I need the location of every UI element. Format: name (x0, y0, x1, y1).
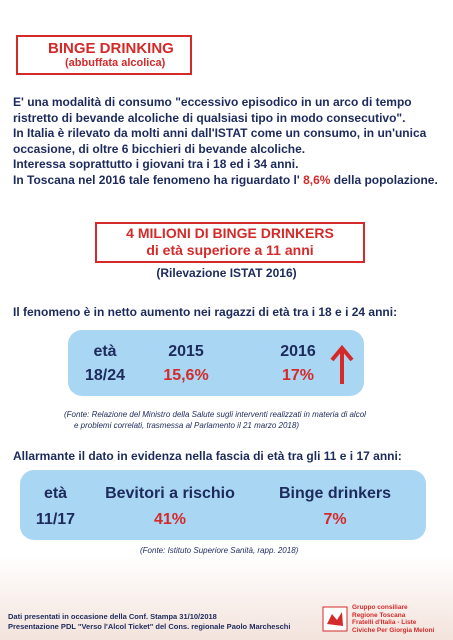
footer-line: Presentazione PDL "Verso l'Alcol Ticket"… (8, 622, 291, 631)
sentence: Interessa soprattutto i giovani tra i 18… (13, 157, 299, 171)
cell: età (43, 485, 68, 502)
cell: 11/17 (35, 511, 76, 528)
group-line: Civiche Per Giorgia Meloni (352, 626, 435, 634)
logo (322, 606, 348, 632)
cell: 15,6% (163, 367, 209, 384)
footer-line: Dati presentati in occasione della Conf.… (8, 612, 217, 621)
up-arrow (330, 344, 354, 384)
title: BINGE DRINKING (48, 40, 174, 57)
group-line: Regione Toscana (352, 611, 406, 619)
group-line: Fratelli d'Italia - Liste (352, 619, 417, 626)
cell: 17% (281, 367, 315, 384)
title-box: BINGE DRINKING (abbuffata alcolica) (16, 35, 192, 75)
group-line: Gruppo consiliare (352, 604, 408, 611)
cell: età (93, 343, 117, 360)
group: Gruppo consiliare Regione Toscana Fratel… (352, 604, 434, 634)
cell: 7% (323, 511, 347, 528)
sentence: In Toscana nel 2016 tale fenomeno ha rig… (13, 173, 443, 189)
cell: Binge drinkers (278, 485, 392, 502)
source-line: (Fonte: Relazione del Ministro della Sal… (64, 410, 366, 419)
text: della popolazione. (333, 172, 438, 187)
source-line: e problemi correlati, trasmessa al Parla… (74, 421, 299, 430)
intro: E' una modalità di consumo "eccessivo ep… (13, 95, 443, 188)
sentence: E' una modalità di consumo "eccessivo ep… (13, 95, 412, 125)
cell: 2015 (168, 343, 204, 360)
subtitle: (abbuffata alcolica) (65, 57, 166, 69)
cell: 41% (153, 511, 187, 528)
background-fade (0, 555, 453, 640)
headline: di età superiore a 11 anni (146, 242, 314, 258)
section-intro: Allarmante il dato in evidenza nella fas… (13, 449, 402, 463)
footer: Dati presentati in occasione della Conf.… (8, 612, 290, 632)
youth-box: età Bevitori a rischio Binge drinkers 11… (20, 470, 426, 540)
cell: Bevitori a rischio (105, 485, 235, 502)
text: In Toscana nel 2016 tale fenomeno ha rig… (13, 172, 300, 187)
headline-box: 4 MILIONI DI BINGE DRINKERS di età super… (95, 222, 365, 263)
highlight: 8,6% (303, 172, 331, 187)
source: (Rilevazione ISTAT 2016) (156, 266, 297, 280)
source: (Fonte: Relazione del Ministro della Sal… (64, 409, 366, 431)
cell: 18/24 (84, 367, 126, 384)
cell: 2016 (280, 343, 316, 360)
trend-box: età 2015 2016 18/24 15,6% 17% (68, 330, 364, 396)
headline: 4 MILIONI DI BINGE DRINKERS (126, 225, 334, 241)
sentence: In Italia è rilevato da molti anni dall'… (13, 126, 427, 156)
section-intro: Il fenomeno è in netto aumento nei ragaz… (13, 305, 398, 319)
source: (Fonte: Istituto Superiore Sanità, rapp.… (140, 546, 299, 555)
